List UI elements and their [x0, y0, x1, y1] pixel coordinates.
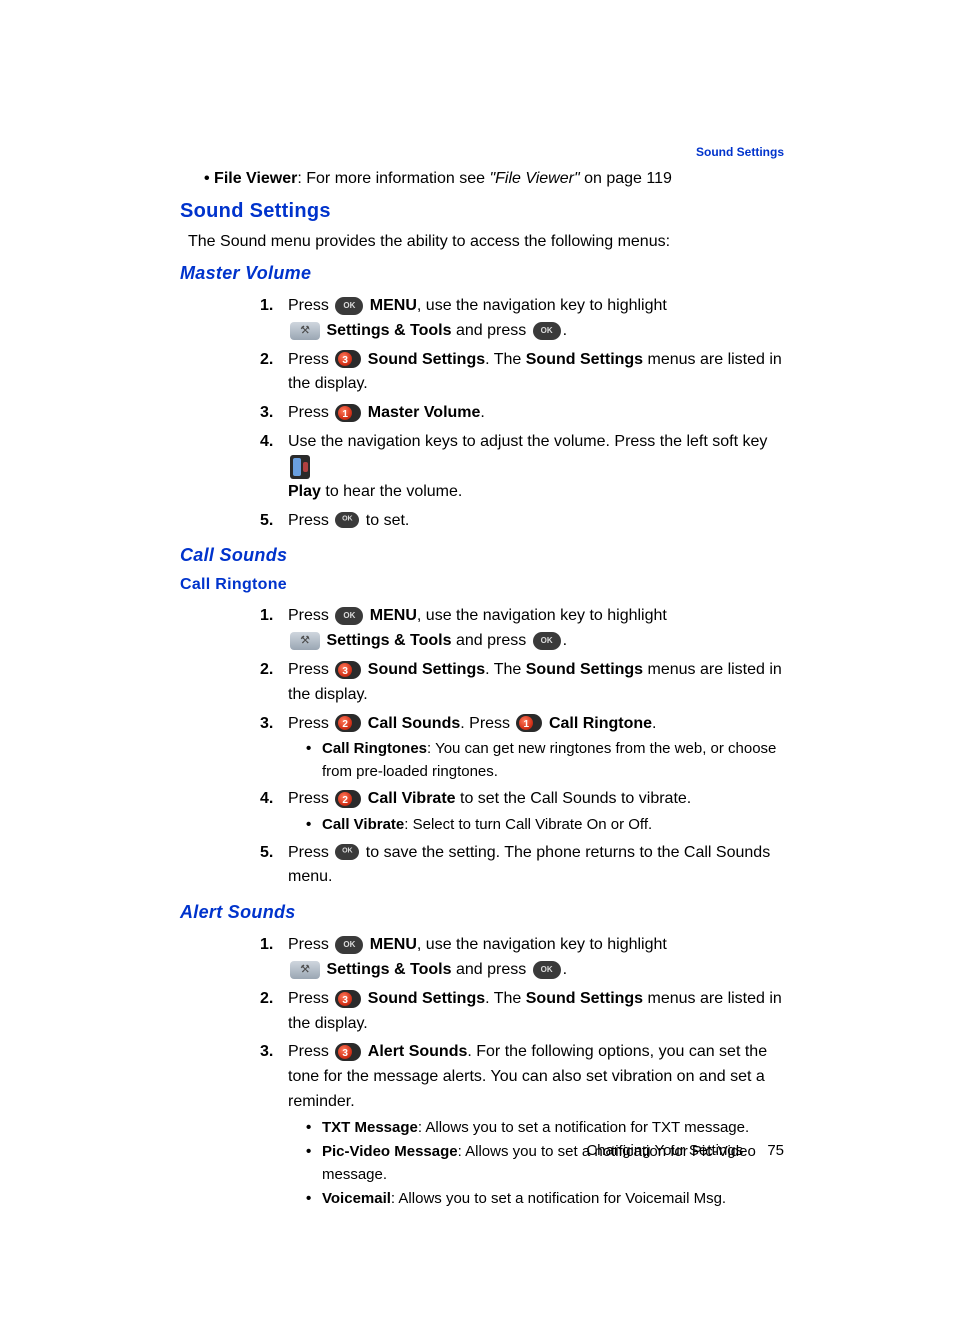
page-footer: Changing Your Settings 75	[586, 1142, 784, 1159]
call-ringtone-heading: Call Ringtone	[180, 576, 784, 594]
sub-bullet: Call Vibrate: Select to turn Call Vibrat…	[306, 814, 784, 837]
chapter-title: Changing Your Settings	[586, 1142, 743, 1159]
ok-button-icon	[533, 322, 561, 340]
step-5: Press to save the setting. The phone ret…	[260, 841, 784, 891]
sub-bullet: Voicemail: Allows you to set a notificat…	[306, 1188, 784, 1211]
number-2-button-icon	[335, 714, 361, 732]
number-3-button-icon	[335, 1043, 361, 1061]
ok-button-icon	[335, 512, 359, 528]
step-1: Press MENU, use the navigation key to hi…	[260, 294, 784, 344]
master-volume-steps: Press MENU, use the navigation key to hi…	[180, 294, 784, 533]
alert-sounds-steps: Press MENU, use the navigation key to hi…	[180, 933, 784, 1211]
running-header: Sound Settings	[696, 145, 784, 159]
ok-button-icon	[335, 607, 363, 625]
number-1-button-icon	[335, 404, 361, 422]
step-3: Press Master Volume.	[260, 401, 784, 426]
step-1: Press MENU, use the navigation key to hi…	[260, 933, 784, 983]
alert-sounds-heading: Alert Sounds	[180, 902, 784, 923]
step-2: Press Sound Settings. The Sound Settings…	[260, 348, 784, 398]
number-2-button-icon	[335, 790, 361, 808]
step-5: Press to set.	[260, 509, 784, 534]
sub-bullet: TXT Message: Allows you to set a notific…	[306, 1117, 784, 1140]
left-softkey-icon	[290, 455, 310, 479]
tools-icon	[290, 322, 320, 340]
step-4: Use the navigation keys to adjust the vo…	[260, 430, 784, 505]
step-1: Press MENU, use the navigation key to hi…	[260, 604, 784, 654]
step-4: Press Call Vibrate to set the Call Sound…	[260, 787, 784, 836]
file-viewer-bullet: • File Viewer: For more information see …	[204, 170, 784, 188]
master-volume-heading: Master Volume	[180, 263, 784, 284]
number-3-button-icon	[335, 990, 361, 1008]
step-3: Press Call Sounds. Press Call Ringtone. …	[260, 712, 784, 784]
step-3: Press Alert Sounds. For the following op…	[260, 1040, 784, 1210]
sound-settings-heading: Sound Settings	[180, 200, 784, 223]
tools-icon	[290, 961, 320, 979]
ok-button-icon	[335, 297, 363, 315]
ok-button-icon	[335, 844, 359, 860]
step-2: Press Sound Settings. The Sound Settings…	[260, 658, 784, 708]
page-content: • File Viewer: For more information see …	[0, 0, 954, 1275]
ok-button-icon	[533, 632, 561, 650]
number-3-button-icon	[335, 661, 361, 679]
step-2: Press Sound Settings. The Sound Settings…	[260, 987, 784, 1037]
tools-icon	[290, 632, 320, 650]
number-3-button-icon	[335, 350, 361, 368]
ok-button-icon	[335, 936, 363, 954]
ok-button-icon	[533, 961, 561, 979]
number-1-button-icon	[516, 714, 542, 732]
intro-text: The Sound menu provides the ability to a…	[188, 233, 784, 251]
call-sounds-heading: Call Sounds	[180, 545, 784, 566]
call-sounds-steps: Press MENU, use the navigation key to hi…	[180, 604, 784, 890]
sub-bullet: Call Ringtones: You can get new ringtone…	[306, 738, 784, 783]
page-number: 75	[767, 1142, 784, 1159]
